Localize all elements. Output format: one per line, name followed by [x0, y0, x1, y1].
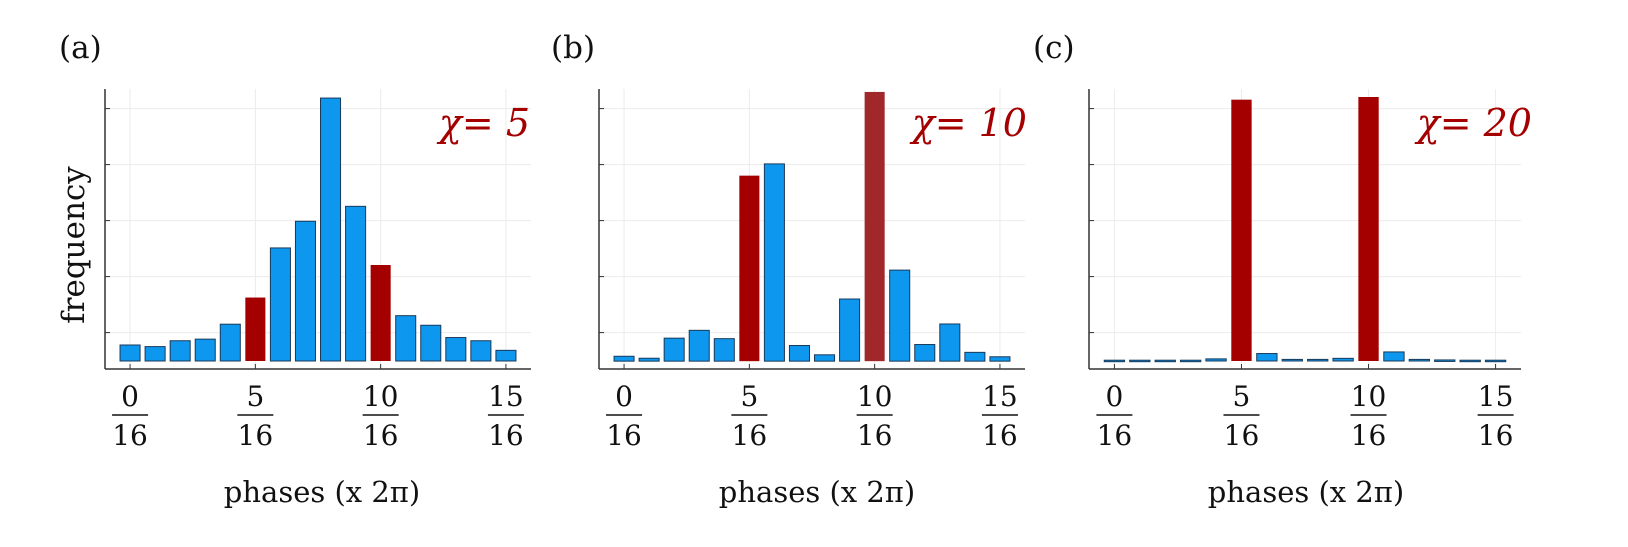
chi-annotation: χ= 5	[436, 101, 530, 145]
bar	[613, 355, 635, 362]
bar	[169, 340, 191, 362]
x-tick-denominator: 16	[112, 419, 148, 452]
bar	[1434, 359, 1456, 362]
bar	[1205, 358, 1227, 362]
bar	[1129, 359, 1151, 363]
bar	[1179, 359, 1202, 363]
bar	[1256, 353, 1278, 362]
bar	[889, 269, 911, 362]
bar	[119, 344, 141, 362]
bar	[914, 344, 936, 362]
x-tick-numerator: 0	[121, 380, 139, 413]
bar	[1408, 358, 1431, 362]
x-tick-numerator: 5	[246, 380, 264, 413]
x-axis-label: phases (x 2π)	[1208, 475, 1404, 509]
panel-label: (b)	[551, 30, 595, 66]
x-tick-denominator: 16	[732, 419, 768, 452]
bar	[814, 354, 836, 362]
chi-annotation: χ= 10	[909, 101, 1027, 145]
x-tick-denominator: 16	[488, 419, 524, 452]
panel-label: (c)	[1033, 30, 1075, 66]
x-tick-numerator: 15	[488, 380, 524, 413]
x-tick-numerator: 0	[1105, 380, 1123, 413]
x-axis-label: phases (x 2π)	[224, 475, 420, 509]
bar-highlight	[1231, 99, 1252, 362]
bar	[638, 357, 660, 362]
x-tick-numerator: 0	[615, 380, 633, 413]
x-tick-numerator: 10	[857, 380, 893, 413]
bar	[294, 220, 316, 362]
x-tick-denominator: 16	[982, 419, 1018, 452]
bar	[939, 323, 961, 362]
panel-b: (b) χ= 10 0 16 5 16 10 16 15 16 phases (x 2π)	[551, 30, 1027, 509]
bar	[788, 345, 810, 362]
bar	[1383, 351, 1405, 362]
x-tick-denominator: 16	[1478, 419, 1514, 452]
x-tick-numerator: 10	[1351, 380, 1387, 413]
bar-highlight	[1358, 97, 1379, 361]
bar	[688, 329, 710, 362]
bar	[194, 338, 216, 362]
x-tick-numerator: 15	[982, 380, 1018, 413]
bar	[219, 323, 241, 362]
bar	[713, 338, 735, 362]
x-tick-numerator: 5	[740, 380, 758, 413]
bar	[989, 356, 1011, 362]
bar	[269, 247, 291, 362]
x-axis-label: phases (x 2π)	[719, 475, 915, 509]
bar-highlight	[370, 265, 391, 361]
panel-label: (a)	[59, 30, 102, 66]
bar	[420, 324, 442, 362]
bar	[1281, 358, 1303, 362]
panel-c: (c) χ= 20 0 16 5 16 10 16 15 16 phases (x 2π)	[1033, 30, 1532, 509]
bar-highlight	[739, 175, 760, 362]
bar	[663, 337, 685, 362]
bar	[839, 298, 861, 362]
x-tick-denominator: 16	[1224, 419, 1260, 452]
bar	[1307, 358, 1329, 362]
x-tick-denominator: 16	[857, 419, 893, 452]
y-axis-label: frequency	[56, 166, 92, 324]
bar	[395, 315, 417, 362]
bar	[470, 340, 492, 362]
x-tick-numerator: 5	[1233, 380, 1251, 413]
x-tick-denominator: 16	[363, 419, 399, 452]
panel-a: (a) frequency χ= 5 0 16 5 16 10 16 15 16 phases…	[56, 30, 531, 509]
bar	[1484, 359, 1507, 363]
x-tick-denominator: 16	[1351, 419, 1387, 452]
x-tick-denominator: 16	[606, 419, 642, 452]
x-tick-denominator: 16	[1097, 419, 1133, 452]
bar	[964, 351, 986, 362]
bar	[495, 349, 517, 362]
bar	[445, 337, 467, 362]
x-tick-denominator: 16	[238, 419, 274, 452]
bar	[1103, 359, 1126, 363]
x-tick-numerator: 10	[363, 380, 399, 413]
bar	[763, 163, 785, 362]
bar	[1332, 357, 1354, 362]
bar	[1154, 359, 1176, 363]
bar	[144, 346, 166, 362]
bar	[1459, 359, 1481, 363]
x-tick-numerator: 15	[1478, 380, 1514, 413]
chi-annotation: χ= 20	[1414, 101, 1532, 145]
bar-highlight	[245, 297, 266, 361]
bar	[320, 97, 342, 362]
bar-highlight	[864, 91, 885, 362]
bar	[345, 205, 367, 362]
